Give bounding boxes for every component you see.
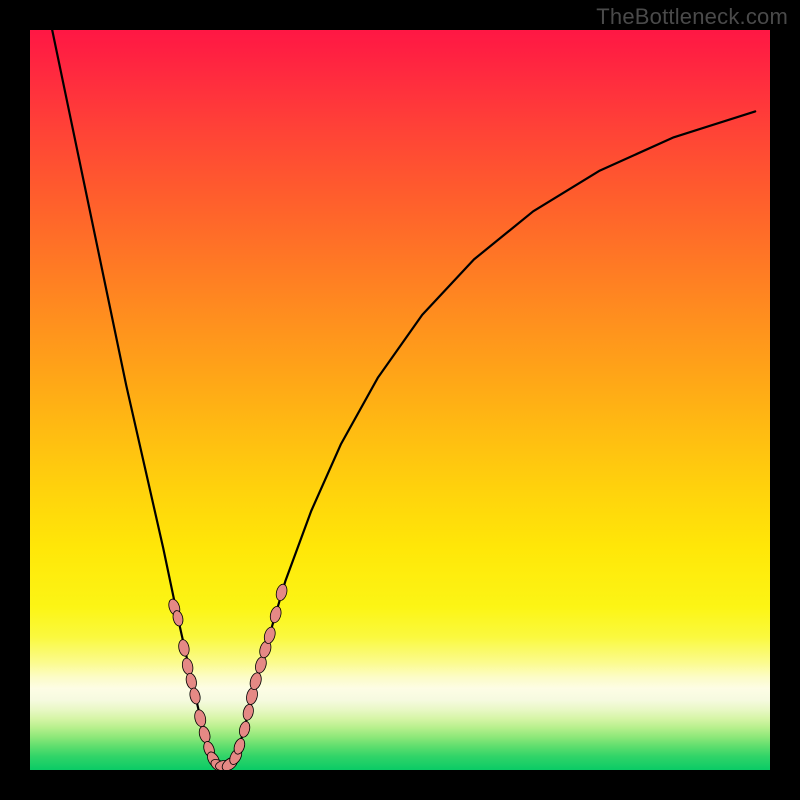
bottleneck-chart-svg — [0, 0, 800, 800]
chart-canvas: TheBottleneck.com — [0, 0, 800, 800]
watermark-text: TheBottleneck.com — [596, 4, 788, 30]
gradient-background — [30, 30, 770, 770]
